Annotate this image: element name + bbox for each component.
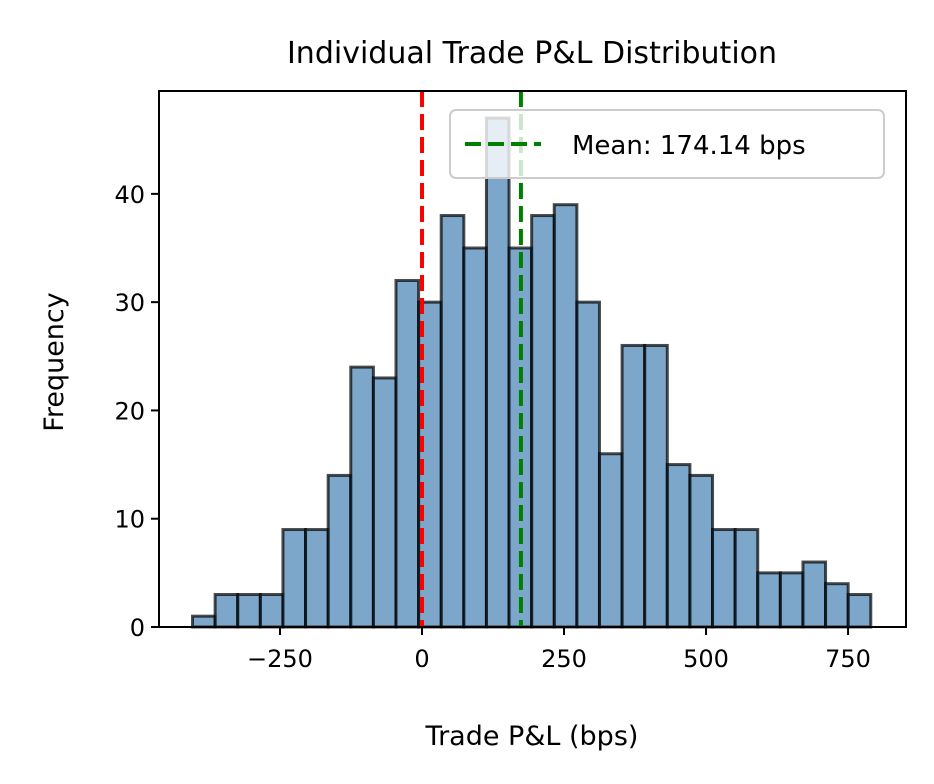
legend-box: [449, 109, 885, 179]
x-tick-label: −250: [247, 645, 313, 673]
x-axis-label: Trade P&L (bps): [425, 721, 639, 752]
histogram-bar: [778, 571, 805, 629]
y-tick-label: 0: [130, 614, 145, 642]
y-tick-label: 30: [114, 289, 145, 317]
histogram-bar: [349, 365, 375, 629]
legend: Mean: 174.14 bps: [449, 109, 885, 179]
histogram-bar: [688, 473, 715, 629]
histogram-bar: [462, 246, 488, 629]
histogram-bar: [394, 278, 421, 629]
histogram-bar: [665, 463, 692, 629]
histogram-bar: [552, 203, 579, 629]
histogram-bar: [824, 582, 850, 629]
histogram-bar: [213, 593, 240, 629]
histogram-bar: [801, 560, 828, 629]
y-axis-label: Frequency: [39, 292, 70, 432]
x-tick-label: 250: [541, 645, 587, 673]
y-tick-label: 10: [114, 506, 145, 534]
histogram-bar: [439, 214, 466, 629]
histogram-bar: [733, 528, 760, 629]
reference-lines: [420, 91, 523, 627]
histogram-bar: [371, 376, 398, 629]
histogram-bar: [846, 593, 873, 629]
histogram-bar: [575, 300, 601, 629]
bars-group: [191, 116, 873, 629]
histogram-bar: [191, 614, 217, 629]
histogram-bar: [711, 528, 737, 629]
histogram-bar: [756, 571, 782, 629]
histogram-bar: [620, 343, 647, 629]
x-tick-label: 0: [414, 645, 429, 673]
y-axis-ticks: 0 10 20 30 40: [114, 181, 159, 642]
x-tick-label: 750: [825, 645, 871, 673]
histogram-bar: [326, 473, 353, 629]
histogram-bar: [281, 528, 308, 629]
x-tick-label: 500: [683, 645, 729, 673]
histogram-bar: [484, 116, 511, 629]
histogram-bar: [236, 593, 262, 629]
plot-frame: [158, 90, 907, 628]
y-tick-label: 40: [114, 181, 145, 209]
legend-mean-label: Mean: 174.14 bps: [572, 131, 806, 161]
y-tick-label: 20: [114, 397, 145, 425]
histogram-bar: [597, 452, 624, 629]
histogram-bar: [258, 593, 285, 629]
histogram-bar: [643, 343, 669, 629]
histogram-bar: [304, 528, 330, 629]
x-axis-ticks: −250 0 250 500 750: [247, 627, 871, 673]
histogram-bar: [530, 214, 556, 629]
chart-title: Individual Trade P&L Distribution: [287, 36, 777, 71]
